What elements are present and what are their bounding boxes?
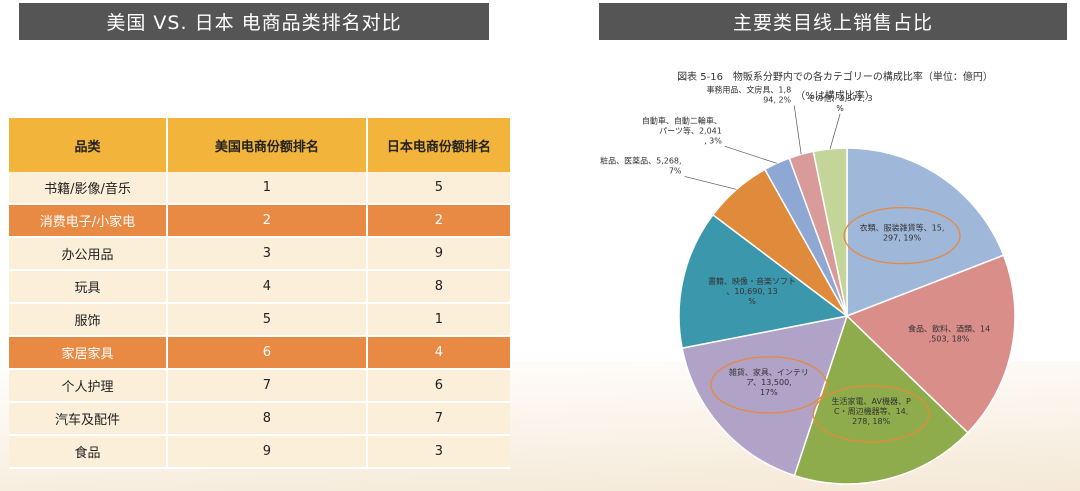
pie-leader-line [793, 105, 802, 155]
pie-title: 図表 5-16 物販系分野内での各カテゴリーの構成比率（単位：億円） [677, 70, 993, 83]
pie-slice-label: 7% [669, 166, 682, 175]
table-row: 个人护理 7 6 [9, 370, 510, 403]
cell-us-rank: 7 [167, 370, 368, 403]
cell-us-rank: 4 [167, 271, 368, 304]
header-jp-rank: 日本电商份额排名 [367, 118, 510, 172]
table-row: 玩具 4 8 [9, 271, 510, 304]
comparison-title: 美国 VS. 日本 电商品类排名对比 [106, 12, 402, 34]
cell-category: 家居家具 [9, 337, 168, 370]
cell-jp-rank: 3 [367, 436, 510, 469]
pie-slice-label: 自動車、自動二輪車、 [642, 115, 722, 125]
pie-slice-label: % [748, 297, 756, 306]
pie-slice-label: パーツ等、2,041 [659, 125, 722, 135]
pie-slice [681, 315, 849, 477]
highlight-circle [843, 206, 961, 265]
cell-jp-rank: 9 [367, 238, 510, 271]
pie-slice-label: 278, 18% [852, 417, 891, 426]
highlight-circle [812, 385, 930, 443]
pie-leader-line [684, 176, 737, 190]
cell-us-rank: 2 [167, 205, 368, 238]
pie-slice [678, 213, 849, 350]
pie-slice-label: 衣類、服装雑貨等、15, [860, 223, 945, 233]
pie-chart: 図表 5-16 物販系分野内での各カテゴリーの構成比率（単位：億円） （%は構成比… [600, 66, 1070, 491]
pie-slice-label: 、10,690, 13 [726, 287, 777, 296]
pie-subtitle: （%は構成比率） [795, 89, 875, 102]
cell-us-rank: 6 [167, 337, 368, 370]
pie-slice-label: 化粧品、医薬品、5,268, [600, 155, 682, 165]
pie-chart-svg: 図表 5-16 物販系分野内での各カテゴリーの構成比率（単位：億円） （%は構成比… [600, 70, 1016, 485]
pie-slice-label: 17% [760, 388, 778, 397]
pie-slice [846, 147, 1005, 318]
cell-jp-rank: 8 [367, 271, 510, 304]
cell-us-rank: 9 [167, 436, 368, 469]
cell-category: 书籍/影像/音乐 [9, 172, 168, 205]
pie-slice [845, 254, 1016, 434]
pie-leader-line [829, 113, 841, 149]
cell-category: 服饰 [9, 304, 168, 337]
table-header-row: 品类 美国电商份额排名 日本电商份额排名 [9, 118, 510, 172]
sales-share-title: 主要类目线上销售占比 [732, 12, 933, 34]
cell-jp-rank: 4 [367, 337, 510, 370]
pie-slice-label: 事務用品、文房具、1,8 [706, 84, 791, 94]
comparison-title-banner: 美国 VS. 日本 电商品类排名对比 [19, 3, 489, 40]
highlight-circle [710, 356, 828, 414]
cell-us-rank: 3 [167, 238, 368, 271]
table-row: 食品 9 3 [9, 436, 510, 469]
cell-us-rank: 8 [167, 403, 368, 436]
table-row: 家居家具 6 4 [9, 337, 510, 370]
cell-jp-rank: 6 [367, 370, 510, 403]
pie-leader-line [724, 146, 777, 164]
pie-slice-label: 雑貨、家具、インテリ [729, 367, 809, 377]
sales-share-title-banner: 主要类目线上销售占比 [599, 3, 1067, 40]
ranking-table: 品类 美国电商份额排名 日本电商份额排名 书籍/影像/音乐 1 5 消费电子/小家电 2… [9, 118, 510, 469]
cell-category: 个人护理 [9, 370, 168, 403]
pie-slice-label: その他、2,572, 3 [808, 93, 873, 103]
cell-jp-rank: 1 [367, 304, 510, 337]
cell-jp-rank: 7 [367, 403, 510, 436]
pie-slice-label: ア、13,500, [746, 378, 792, 387]
cell-jp-rank: 2 [367, 205, 510, 238]
cell-us-rank: 1 [167, 172, 368, 205]
pie-slice [812, 147, 848, 317]
pie-slice-label: 食品、飲料、酒類、14 [908, 324, 990, 334]
pie-slice-label: 94, 2% [763, 95, 791, 104]
pie-slice-label: C・周辺機器等、14, [834, 406, 908, 416]
header-us-rank: 美国电商份额排名 [167, 118, 368, 172]
pie-slice-label: 297, 19% [883, 234, 922, 243]
table-row: 办公用品 3 9 [9, 238, 510, 271]
cell-category: 食品 [9, 436, 168, 469]
ranking-table-body: 书籍/影像/音乐 1 5 消费电子/小家电 2 2 办公用品 3 9 玩具 4 8 服饰 5 1 家居家具 6 4… [9, 172, 510, 469]
cell-category: 玩具 [9, 271, 168, 304]
cell-category: 消费电子/小家电 [9, 205, 168, 238]
cell-jp-rank: 5 [367, 172, 510, 205]
cell-category: 汽车及配件 [9, 403, 168, 436]
cell-category: 办公用品 [9, 238, 168, 271]
pie-slice-label: , 3% [704, 136, 722, 145]
table-row: 服饰 5 1 [9, 304, 510, 337]
pie-slice-label: % [836, 104, 844, 113]
table-row: 汽车及配件 8 7 [9, 403, 510, 436]
table-row: 书籍/影像/音乐 1 5 [9, 172, 510, 205]
header-category: 品类 [9, 118, 168, 172]
pie-slice [793, 314, 969, 485]
pie-slice-label: 書籍、映像・音楽ソフト [708, 276, 796, 286]
pie-slice-label: ,503, 18% [929, 335, 970, 344]
cell-us-rank: 5 [167, 304, 368, 337]
table-row: 消费电子/小家电 2 2 [9, 205, 510, 238]
pie-slice-label: 生活家電、AV機器、P [832, 396, 911, 406]
